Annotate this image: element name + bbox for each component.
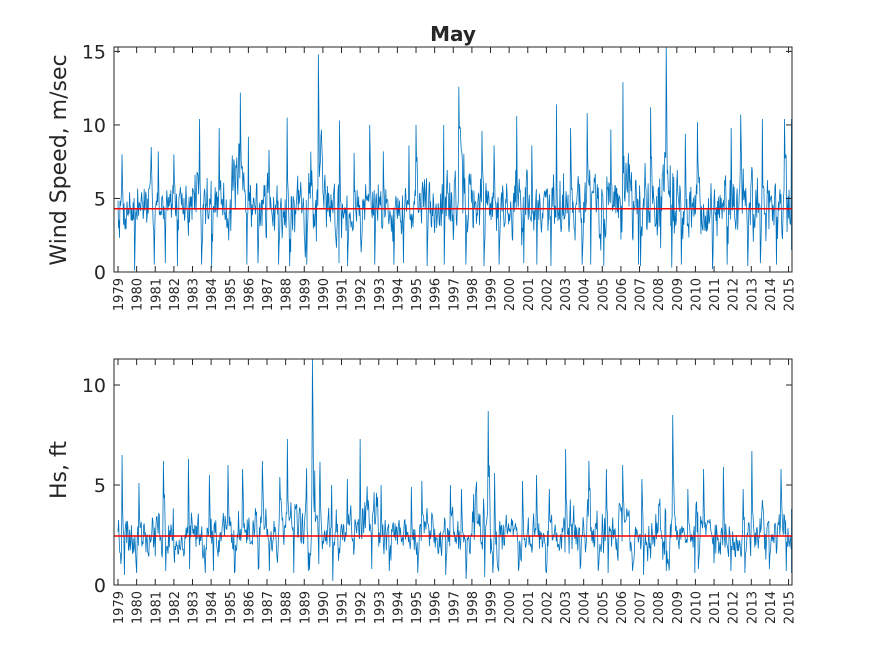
x-tick-label: 1989 [298,591,313,624]
x-tick-label: 1986 [242,591,257,624]
x-tick-label: 2010 [689,591,704,624]
wind-speed-series [117,46,792,271]
x-tick-label: 1991 [336,591,351,624]
x-tick-label: 1982 [168,591,183,624]
x-tick-label: 1979 [112,278,127,311]
x-tick-label: 2013 [745,278,760,311]
x-tick-label: 1988 [280,278,295,311]
x-tick-label: 1981 [149,591,164,624]
x-tick-label: 2011 [708,278,723,311]
x-tick-label: 1998 [466,278,481,311]
x-tick-label: 1994 [391,591,406,624]
x-tick-label: 2006 [615,591,630,624]
series-line [117,46,792,271]
x-tick-label: 1984 [205,591,220,624]
x-tick-label: 1985 [224,591,239,624]
x-tick-label: 1995 [410,278,425,311]
y-axis-label-hs: Hs, ft [47,441,72,499]
wave-height-panel: Hs, ft 0 5 10 1979 1980 1981 1982 1983 1984 1985… [47,358,798,624]
x-tick-label: 1989 [298,278,313,311]
x-tick-label: 1994 [391,278,406,311]
y-tick-label: 10 [82,375,106,397]
x-tick-label: 2005 [596,278,611,311]
x-tick-label: 2004 [578,278,593,311]
x-tick-label: 1982 [168,278,183,311]
x-tick-label: 2009 [671,591,686,624]
x-tick-label: 2003 [559,591,574,624]
wind-speed-y-ticks: 0 5 10 15 [82,41,792,284]
x-tick-label: 2000 [503,278,518,311]
x-tick-label: 1996 [429,591,444,624]
wave-height-series [117,358,792,582]
x-tick-label: 1980 [131,278,146,311]
wave-height-x-ticks: 1979 1980 1981 1982 1983 1984 1985 1986 1987 1988… [112,359,798,624]
x-tick-label: 1990 [317,278,332,311]
x-tick-label: 1985 [224,278,239,311]
x-tick-label: 1980 [131,591,146,624]
x-tick-label: 2007 [634,591,649,624]
x-tick-label: 2012 [727,591,742,624]
x-tick-label: 1995 [410,591,425,624]
x-tick-label: 1997 [447,278,462,311]
wind-speed-x-ticks: 1979 1980 1981 1982 1983 1984 1985 1986 1987 1988… [112,47,798,311]
x-tick-label: 2000 [503,591,518,624]
y-tick-label: 10 [82,115,106,137]
x-tick-label: 1983 [187,278,202,311]
x-tick-label: 1981 [149,278,164,311]
x-tick-label: 1987 [261,278,276,311]
x-tick-label: 2003 [559,278,574,311]
x-tick-label: 2014 [764,591,779,624]
x-tick-label: 2012 [727,278,742,311]
x-tick-label: 2005 [596,591,611,624]
x-tick-label: 1986 [242,278,257,311]
x-tick-label: 2006 [615,278,630,311]
y-tick-label: 5 [94,475,106,497]
x-tick-label: 1990 [317,591,332,624]
x-tick-label: 1983 [187,591,202,624]
chart-title: May [430,22,476,46]
x-tick-label: 2009 [671,278,686,311]
x-tick-label: 1992 [354,591,369,624]
x-tick-label: 2008 [652,278,667,311]
y-tick-label: 0 [94,575,106,597]
x-tick-label: 1979 [112,591,127,624]
x-tick-label: 2007 [634,278,649,311]
y-tick-label: 5 [94,188,106,210]
y-axis-label-wind: Wind Speed, m/sec [47,54,72,265]
x-tick-label: 2013 [745,591,760,624]
x-tick-label: 2015 [783,278,798,311]
x-tick-label: 2002 [540,278,555,311]
series-line [117,358,792,582]
x-tick-label: 1991 [336,278,351,311]
x-tick-label: 1999 [485,278,500,311]
x-tick-label: 1988 [280,591,295,624]
x-tick-label: 1993 [373,591,388,624]
x-tick-label: 1984 [205,278,220,311]
x-tick-label: 1993 [373,278,388,311]
y-tick-label: 0 [94,262,106,284]
x-tick-label: 1999 [485,591,500,624]
x-tick-label: 1997 [447,591,462,624]
x-tick-label: 1998 [466,591,481,624]
y-tick-label: 15 [82,41,106,63]
x-tick-label: 2011 [708,591,723,624]
x-tick-label: 2002 [540,591,555,624]
x-tick-label: 2010 [689,278,704,311]
x-tick-label: 1996 [429,278,444,311]
x-tick-label: 1992 [354,278,369,311]
x-tick-label: 2008 [652,591,667,624]
x-tick-label: 1987 [261,591,276,624]
x-tick-label: 2004 [578,591,593,624]
x-tick-label: 2001 [522,278,537,311]
x-tick-label: 2015 [783,591,798,624]
x-tick-label: 2001 [522,591,537,624]
x-tick-label: 2014 [764,278,779,311]
wave-height-y-ticks: 0 5 10 [82,375,792,597]
